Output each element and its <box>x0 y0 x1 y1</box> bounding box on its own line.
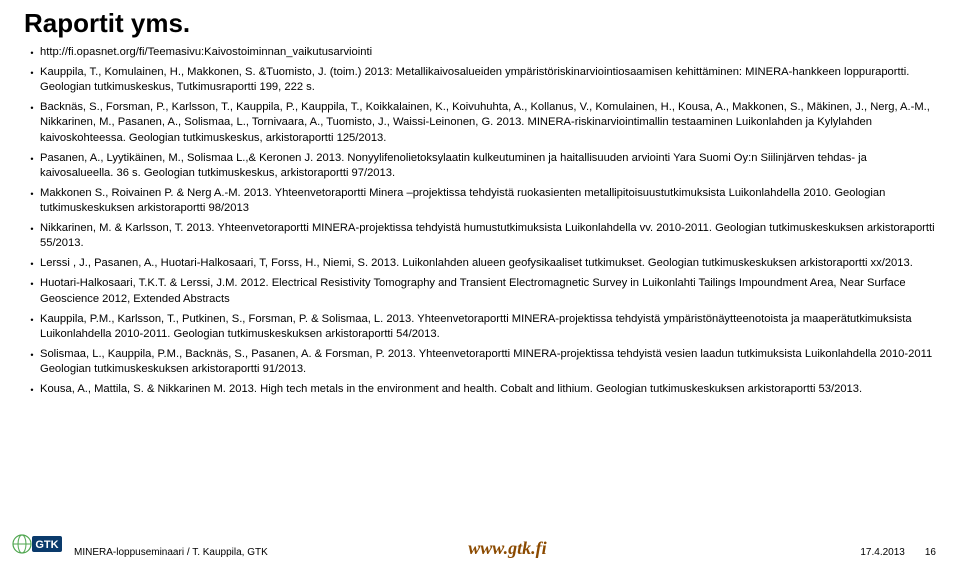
bullet-icon: • <box>24 100 40 145</box>
list-item-text: Lerssi , J., Pasanen, A., Huotari-Halkos… <box>40 256 936 271</box>
gtk-logo: GTK <box>12 530 64 558</box>
footer-date: 17.4.2013 <box>860 547 905 558</box>
list-item: •Huotari-Halkosaari, T.K.T. & Lerssi, J.… <box>24 276 936 306</box>
list-item-text: Pasanen, A., Lyytikäinen, M., Solismaa L… <box>40 151 936 181</box>
bullet-icon: • <box>24 312 40 342</box>
page-title: Raportit yms. <box>24 8 936 39</box>
list-item-text: Kauppila, P.M., Karlsson, T., Putkinen, … <box>40 312 936 342</box>
bullet-icon: • <box>24 45 40 60</box>
list-item-text: http://fi.opasnet.org/fi/Teemasivu:Kaivo… <box>40 45 936 60</box>
footer-page: 16 <box>925 547 936 558</box>
list-item: •Nikkarinen, M. & Karlsson, T. 2013. Yht… <box>24 221 936 251</box>
bullet-icon: • <box>24 65 40 95</box>
bullet-icon: • <box>24 382 40 397</box>
footer-url: www.gtk.fi <box>468 538 546 559</box>
footer-left: GTK MINERA-loppuseminaari / T. Kauppila,… <box>12 530 268 558</box>
list-item: •Pasanen, A., Lyytikäinen, M., Solismaa … <box>24 151 936 181</box>
list-item: •Lerssi , J., Pasanen, A., Huotari-Halko… <box>24 256 936 271</box>
bullet-icon: • <box>24 256 40 271</box>
list-item-text: Huotari-Halkosaari, T.K.T. & Lerssi, J.M… <box>40 276 936 306</box>
bullet-icon: • <box>24 276 40 306</box>
list-item: •Solismaa, L., Kauppila, P.M., Backnäs, … <box>24 347 936 377</box>
list-item-text: Makkonen S., Roivainen P. & Nerg A.-M. 2… <box>40 186 936 216</box>
list-item-text: Solismaa, L., Kauppila, P.M., Backnäs, S… <box>40 347 936 377</box>
list-item: •http://fi.opasnet.org/fi/Teemasivu:Kaiv… <box>24 45 936 60</box>
logo-text: GTK <box>35 539 58 551</box>
bullet-icon: • <box>24 347 40 377</box>
bullet-list: •http://fi.opasnet.org/fi/Teemasivu:Kaiv… <box>24 45 936 397</box>
list-item: •Kousa, A., Mattila, S. & Nikkarinen M. … <box>24 382 936 397</box>
footer-right: 17.4.2013 16 <box>860 547 936 558</box>
list-item: • Makkonen S., Roivainen P. & Nerg A.-M.… <box>24 186 936 216</box>
footer: GTK MINERA-loppuseminaari / T. Kauppila,… <box>0 530 960 558</box>
list-item-text: Kousa, A., Mattila, S. & Nikkarinen M. 2… <box>40 382 936 397</box>
bullet-icon: • <box>24 151 40 181</box>
list-item: •Kauppila, T., Komulainen, H., Makkonen,… <box>24 65 936 95</box>
list-item-text: Kauppila, T., Komulainen, H., Makkonen, … <box>40 65 936 95</box>
list-item-text: Nikkarinen, M. & Karlsson, T. 2013. Yhte… <box>40 221 936 251</box>
list-item: •Backnäs, S., Forsman, P., Karlsson, T.,… <box>24 100 936 145</box>
list-item: •Kauppila, P.M., Karlsson, T., Putkinen,… <box>24 312 936 342</box>
seminar-label: MINERA-loppuseminaari / T. Kauppila, GTK <box>74 547 268 558</box>
list-item-text: Backnäs, S., Forsman, P., Karlsson, T., … <box>40 100 936 145</box>
bullet-icon: • <box>24 186 40 216</box>
bullet-icon: • <box>24 221 40 251</box>
